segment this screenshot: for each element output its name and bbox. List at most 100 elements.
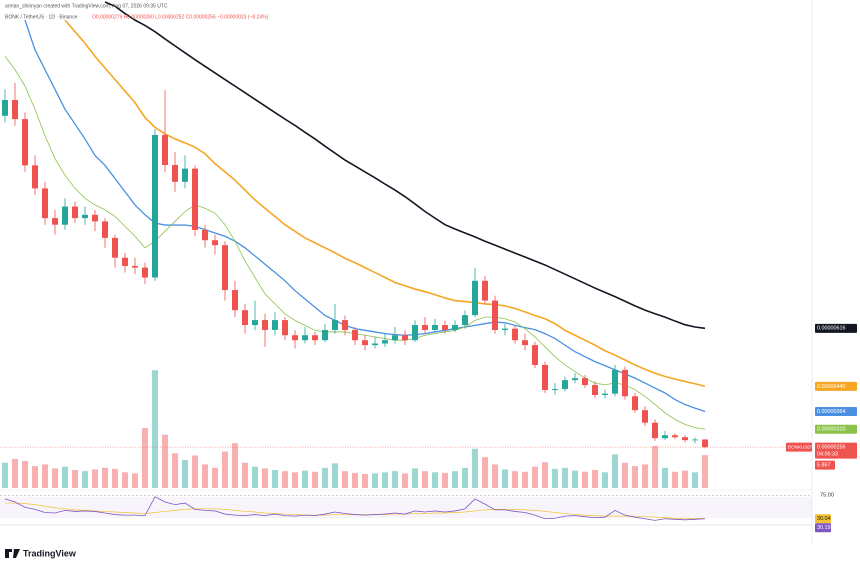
volume-bar [312, 471, 318, 488]
volume-bar [452, 471, 458, 488]
candle-body [642, 410, 648, 423]
rsi-ma-badge [815, 514, 831, 524]
candle-body [132, 265, 138, 268]
candle-body [492, 300, 498, 330]
candle-body [622, 369, 628, 397]
volume-bar [662, 467, 668, 488]
symbol-label: BONKUSDT [788, 444, 814, 449]
candle-body [12, 99, 18, 120]
volume-bar [302, 470, 308, 488]
candle-body [152, 134, 158, 278]
ma-value-label: 0.00000616 [817, 326, 845, 332]
volume-bar [582, 471, 588, 488]
ma-value-label: 0.00000364 [817, 409, 845, 415]
volume-bar [62, 466, 68, 488]
volume-bar [442, 472, 448, 488]
volume-bar [622, 462, 628, 488]
volume-bar [672, 471, 678, 488]
volume-bar [342, 471, 348, 488]
rsi-line [4, 496, 706, 521]
candle-body [572, 378, 578, 381]
volume-bar [472, 448, 478, 488]
candle-body [102, 221, 108, 238]
volume-bar [592, 470, 598, 488]
candle-body [182, 168, 188, 182]
volume-bar [1, 462, 8, 488]
volume-bar [222, 451, 228, 488]
candle-body [322, 329, 328, 341]
candle-body [582, 378, 588, 386]
volume-bar [332, 463, 338, 488]
volume-bar [42, 464, 48, 488]
volume-bar [392, 471, 398, 488]
volume-bar [542, 462, 548, 488]
volume-bar [552, 468, 558, 488]
volume-bar [382, 472, 388, 488]
volume-bar [92, 469, 98, 488]
volume-bar [632, 466, 638, 488]
candle-body [522, 340, 528, 346]
volume-bar [562, 467, 568, 488]
candle-body [82, 214, 88, 219]
volume-bar [362, 473, 368, 488]
volume-bar [242, 462, 248, 488]
volume-bar [372, 473, 378, 488]
candle-body [352, 329, 358, 341]
volume-bar [142, 428, 148, 488]
candle-body [422, 325, 428, 330]
candle-body [202, 229, 208, 241]
candle-body [72, 206, 78, 219]
candle-body [212, 240, 218, 246]
candle-body [292, 335, 298, 341]
candle-body [452, 325, 458, 330]
candle-body [432, 325, 438, 330]
candle-body [482, 280, 488, 301]
volume-bar [192, 455, 198, 488]
candle-body [632, 396, 638, 411]
candle-body [342, 320, 348, 330]
volume-bar [522, 471, 528, 488]
rsi-ma-label: 30.04 [817, 516, 831, 522]
candle-body [332, 320, 338, 330]
volume-bar [12, 458, 18, 488]
candle-body [562, 380, 568, 390]
volume-bar [352, 472, 358, 488]
candle-body [612, 369, 618, 394]
candle-body [92, 214, 98, 222]
candle-body [52, 218, 58, 225]
volume-bar [102, 467, 108, 488]
volume-bar [212, 467, 218, 488]
candle-body [242, 310, 248, 326]
volume-bar [182, 459, 188, 488]
candle-body [1, 99, 8, 116]
ma-badge [815, 381, 857, 391]
volume-bar [162, 434, 168, 488]
candle-body [32, 165, 38, 189]
moving-average-line [24, 19, 706, 413]
volume-bar [652, 445, 658, 488]
logo-icon [5, 549, 20, 558]
volume-bar [482, 457, 488, 488]
candle-body [252, 320, 258, 326]
volume-bar [32, 466, 38, 488]
ma-value-label: 0.00000310 [817, 427, 845, 433]
volume-bar [322, 467, 328, 488]
candle-body [442, 325, 448, 330]
candle-body [362, 340, 368, 346]
candle-body [62, 206, 68, 225]
candle-body [232, 290, 238, 311]
rsi-tick-label: 75.00 [820, 493, 834, 499]
candle-body [552, 389, 558, 391]
candle-body [42, 188, 48, 219]
volume-bar [682, 470, 688, 488]
candle-body [282, 320, 288, 336]
volume-bar [252, 466, 258, 488]
volume-bar [82, 471, 88, 488]
candle-body [112, 237, 118, 258]
ma-badge [815, 323, 857, 333]
candle-body [592, 385, 598, 395]
candle-body [682, 437, 688, 441]
candle-body [602, 393, 608, 395]
volume-bar [52, 468, 58, 488]
